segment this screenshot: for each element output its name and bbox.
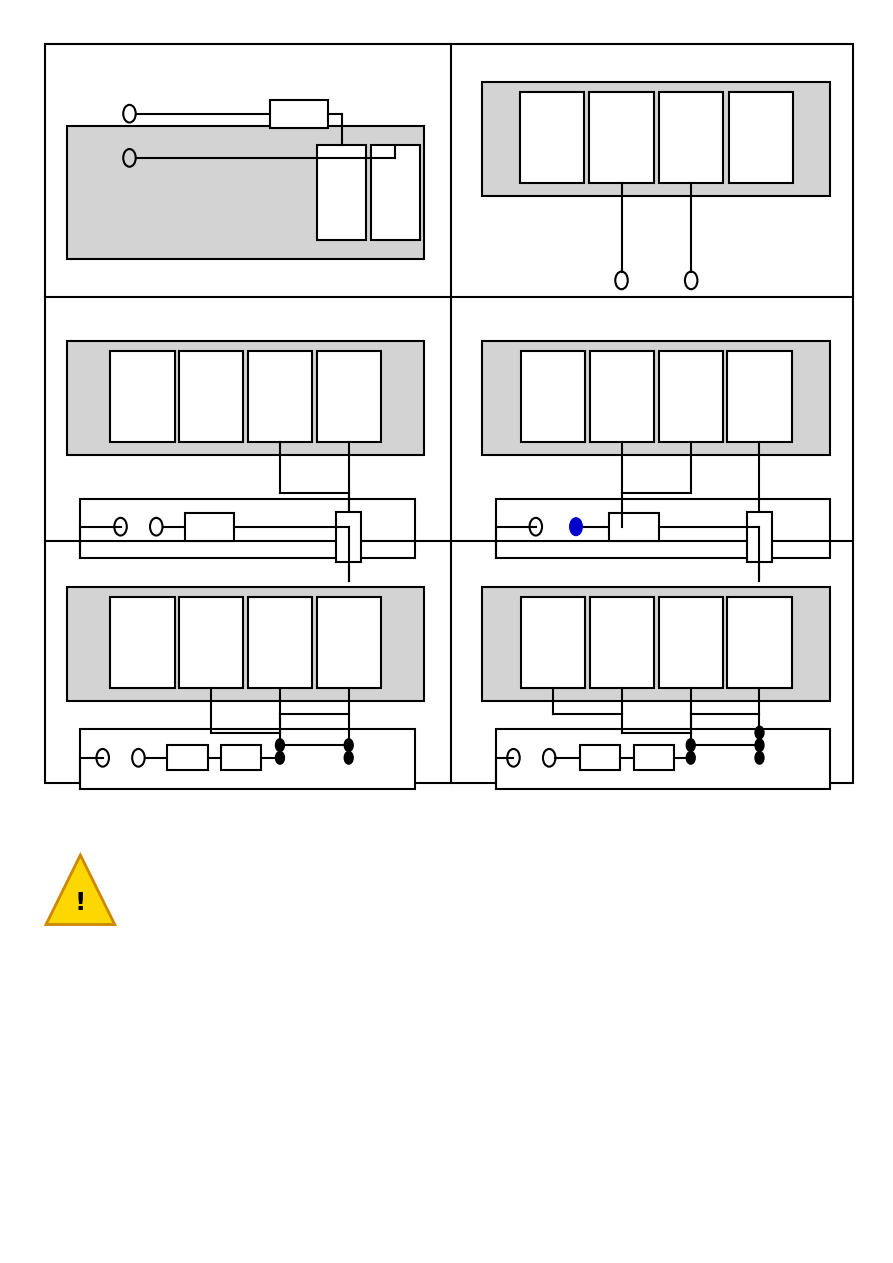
Circle shape <box>276 751 284 764</box>
Circle shape <box>344 751 353 764</box>
FancyBboxPatch shape <box>496 499 830 558</box>
FancyBboxPatch shape <box>659 597 723 688</box>
FancyBboxPatch shape <box>522 351 586 442</box>
FancyBboxPatch shape <box>111 351 175 442</box>
FancyBboxPatch shape <box>589 92 654 183</box>
Circle shape <box>570 518 582 536</box>
FancyBboxPatch shape <box>316 351 380 442</box>
Text: !: ! <box>75 890 86 916</box>
FancyBboxPatch shape <box>168 745 207 770</box>
FancyBboxPatch shape <box>728 351 791 442</box>
FancyBboxPatch shape <box>482 82 830 196</box>
FancyBboxPatch shape <box>111 597 175 688</box>
FancyBboxPatch shape <box>659 92 723 183</box>
Circle shape <box>755 751 764 764</box>
FancyBboxPatch shape <box>728 597 791 688</box>
FancyBboxPatch shape <box>248 351 313 442</box>
FancyBboxPatch shape <box>67 587 424 701</box>
FancyBboxPatch shape <box>589 351 654 442</box>
FancyBboxPatch shape <box>496 729 830 789</box>
FancyBboxPatch shape <box>270 100 329 128</box>
FancyBboxPatch shape <box>67 341 424 455</box>
FancyBboxPatch shape <box>589 597 654 688</box>
FancyBboxPatch shape <box>317 145 366 240</box>
FancyBboxPatch shape <box>186 513 234 541</box>
FancyBboxPatch shape <box>179 351 243 442</box>
Circle shape <box>755 726 764 739</box>
Circle shape <box>755 739 764 751</box>
FancyBboxPatch shape <box>316 597 380 688</box>
Circle shape <box>344 739 353 751</box>
FancyBboxPatch shape <box>634 745 674 770</box>
FancyBboxPatch shape <box>80 729 415 789</box>
FancyBboxPatch shape <box>747 512 772 562</box>
FancyBboxPatch shape <box>336 512 361 562</box>
FancyBboxPatch shape <box>482 587 830 701</box>
Polygon shape <box>46 855 114 925</box>
FancyBboxPatch shape <box>45 44 853 783</box>
FancyBboxPatch shape <box>729 92 793 183</box>
FancyBboxPatch shape <box>67 126 424 259</box>
FancyBboxPatch shape <box>522 597 586 688</box>
FancyBboxPatch shape <box>482 341 830 455</box>
FancyBboxPatch shape <box>80 499 415 558</box>
FancyBboxPatch shape <box>520 92 584 183</box>
Circle shape <box>687 739 696 751</box>
Circle shape <box>687 751 696 764</box>
FancyBboxPatch shape <box>609 513 659 541</box>
Circle shape <box>276 739 284 751</box>
FancyBboxPatch shape <box>221 745 262 770</box>
FancyBboxPatch shape <box>179 597 243 688</box>
FancyBboxPatch shape <box>371 145 420 240</box>
FancyBboxPatch shape <box>659 351 723 442</box>
FancyBboxPatch shape <box>248 597 313 688</box>
FancyBboxPatch shape <box>580 745 621 770</box>
